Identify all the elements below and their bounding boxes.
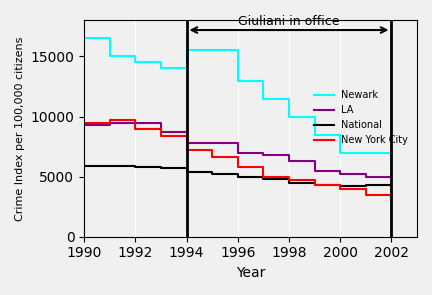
Text: Giuliani in office: Giuliani in office	[238, 15, 340, 28]
Legend: Newark, LA, National, New York City: Newark, LA, National, New York City	[310, 86, 412, 149]
Y-axis label: Crime Index per 100,000 citizens: Crime Index per 100,000 citizens	[15, 36, 25, 221]
X-axis label: Year: Year	[236, 266, 265, 280]
